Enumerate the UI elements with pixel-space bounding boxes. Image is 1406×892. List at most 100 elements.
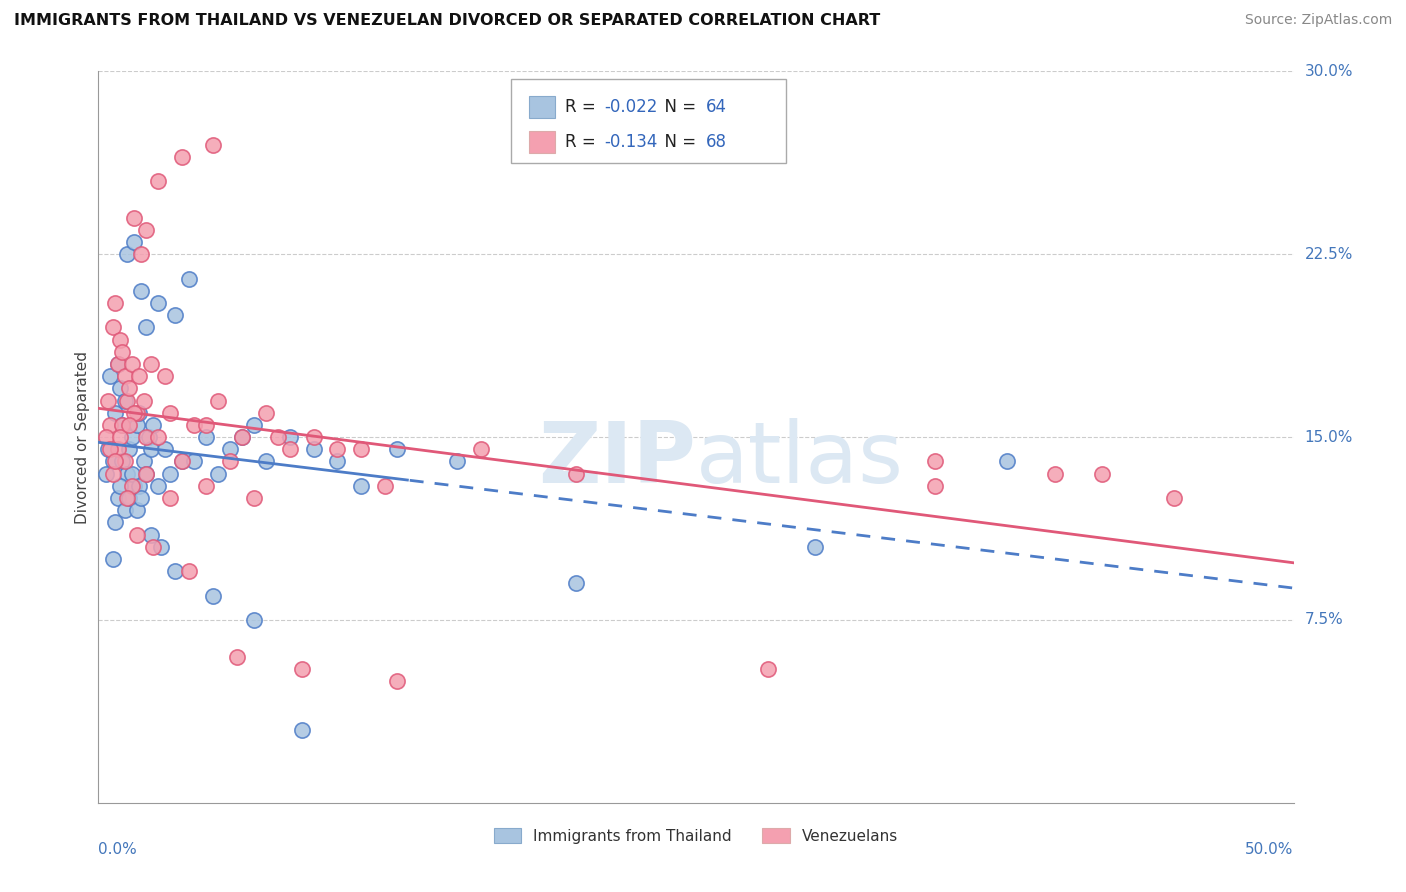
Text: Source: ZipAtlas.com: Source: ZipAtlas.com — [1244, 13, 1392, 28]
Point — [98, 369, 122, 384]
Point — [104, 296, 127, 310]
Point — [804, 540, 827, 554]
Point — [111, 344, 134, 359]
Point — [302, 430, 325, 444]
Text: 50.0%: 50.0% — [1246, 842, 1294, 856]
Point — [107, 357, 129, 371]
FancyBboxPatch shape — [529, 131, 555, 153]
Point — [207, 393, 229, 408]
Point — [101, 552, 124, 566]
Point — [195, 430, 218, 444]
Point — [135, 467, 157, 481]
Point — [1091, 467, 1114, 481]
Point — [107, 442, 129, 457]
Point — [159, 406, 181, 420]
Point — [104, 516, 127, 530]
Text: 22.5%: 22.5% — [1305, 247, 1353, 261]
Point — [128, 369, 150, 384]
Y-axis label: Divorced or Separated: Divorced or Separated — [75, 351, 90, 524]
Point — [565, 576, 588, 591]
Point — [114, 454, 136, 468]
Point — [350, 442, 373, 457]
Point — [97, 442, 120, 457]
Point — [374, 479, 396, 493]
Point — [111, 454, 134, 468]
Text: 68: 68 — [706, 133, 727, 152]
Point — [118, 417, 141, 432]
Point — [139, 357, 162, 371]
Point — [924, 454, 946, 468]
Point — [243, 417, 266, 432]
Point — [115, 467, 138, 481]
Point — [94, 430, 117, 444]
Point — [163, 564, 186, 578]
Point — [350, 479, 373, 493]
Point — [138, 430, 160, 444]
Point — [132, 454, 155, 468]
Point — [291, 723, 314, 737]
Legend: Immigrants from Thailand, Venezuelans: Immigrants from Thailand, Venezuelans — [488, 822, 904, 850]
Point — [118, 442, 141, 457]
Point — [267, 430, 290, 444]
Point — [207, 467, 229, 481]
Point — [924, 479, 946, 493]
Point — [115, 491, 138, 505]
Point — [107, 491, 129, 505]
Point — [128, 406, 150, 420]
Point — [142, 417, 165, 432]
Point — [183, 417, 205, 432]
Point — [97, 393, 120, 408]
Point — [135, 467, 157, 481]
Point — [756, 662, 779, 676]
Point — [124, 479, 146, 493]
Point — [995, 454, 1018, 468]
Point — [131, 247, 153, 261]
Point — [219, 442, 242, 457]
Point — [148, 430, 170, 444]
Point — [107, 357, 129, 371]
Point — [163, 308, 186, 322]
Text: R =: R = — [565, 98, 600, 116]
Point — [278, 430, 301, 444]
Point — [326, 442, 349, 457]
Point — [155, 369, 177, 384]
FancyBboxPatch shape — [529, 96, 555, 118]
Point — [98, 417, 122, 432]
Point — [125, 406, 148, 420]
Point — [470, 442, 492, 457]
Point — [108, 479, 131, 493]
Point — [121, 430, 143, 444]
Text: 0.0%: 0.0% — [98, 842, 138, 856]
Point — [118, 381, 141, 395]
Point — [125, 417, 148, 432]
Point — [179, 271, 201, 285]
Point — [98, 442, 122, 457]
Text: N =: N = — [654, 98, 702, 116]
Point — [385, 442, 409, 457]
Point — [231, 430, 253, 444]
Point — [124, 406, 146, 420]
Point — [179, 564, 201, 578]
Point — [565, 467, 588, 481]
Point — [142, 540, 165, 554]
Point — [125, 503, 148, 517]
Point — [115, 393, 138, 408]
Point — [202, 137, 225, 152]
Point — [202, 589, 225, 603]
Point — [114, 503, 136, 517]
Point — [108, 430, 131, 444]
Point — [243, 613, 266, 627]
Text: IMMIGRANTS FROM THAILAND VS VENEZUELAN DIVORCED OR SEPARATED CORRELATION CHART: IMMIGRANTS FROM THAILAND VS VENEZUELAN D… — [14, 13, 880, 29]
Point — [195, 417, 218, 432]
Point — [278, 442, 301, 457]
Point — [121, 357, 143, 371]
Point — [108, 381, 131, 395]
Point — [104, 454, 127, 468]
Point — [101, 467, 124, 481]
Text: atlas: atlas — [696, 417, 904, 500]
Point — [446, 454, 468, 468]
Point — [101, 320, 124, 334]
Point — [231, 430, 253, 444]
Point — [124, 235, 146, 249]
Point — [135, 223, 157, 237]
